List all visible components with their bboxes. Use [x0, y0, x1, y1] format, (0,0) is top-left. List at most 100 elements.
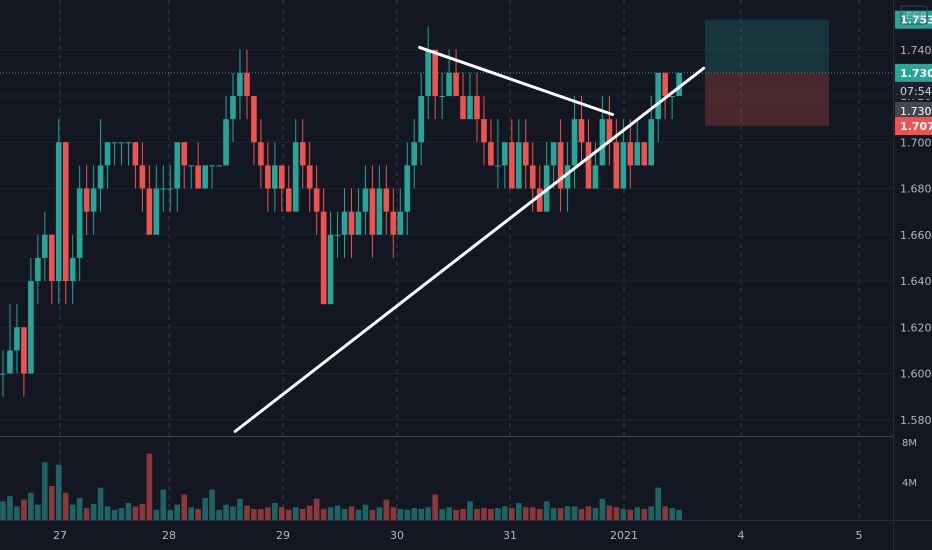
volume-bar — [362, 504, 369, 520]
candle-body — [125, 142, 132, 144]
volume-bar — [7, 496, 13, 520]
candle-body — [467, 96, 473, 120]
candle-body — [376, 188, 383, 235]
candle-body — [564, 165, 571, 189]
candle-body — [181, 142, 188, 166]
stop-price-badge: 1.707 — [900, 120, 932, 133]
volume-bar — [453, 509, 459, 520]
stop-price-badge-bg — [895, 117, 932, 136]
volume-bar — [292, 507, 299, 520]
volume-bar — [620, 508, 627, 520]
volume-bar — [160, 489, 167, 520]
trendline-support[interactable] — [233, 66, 706, 433]
trendlines[interactable] — [233, 45, 706, 433]
candle-body — [132, 142, 139, 166]
volume-bar — [334, 505, 341, 520]
candle-body — [404, 165, 411, 212]
candle-body — [641, 142, 648, 166]
candle-body — [550, 142, 557, 166]
candle-body — [327, 234, 334, 305]
volume-bar — [132, 506, 139, 520]
candle-body — [21, 327, 27, 374]
candle-body — [529, 165, 536, 189]
volume-bar — [258, 508, 264, 520]
volume-bar — [21, 499, 27, 520]
volume-bar — [118, 508, 125, 520]
candle-body — [515, 142, 522, 189]
candle-body — [341, 211, 348, 235]
volume-bar — [397, 508, 404, 520]
volume-bar — [104, 506, 111, 520]
candle-body — [634, 142, 641, 166]
price-tick-label: 1.660 — [900, 229, 932, 242]
volume-bar — [564, 506, 571, 520]
price-tick-label: 1.700 — [900, 136, 932, 149]
volume-bar — [369, 509, 376, 520]
volume-bar — [509, 508, 515, 520]
candle-body — [557, 142, 564, 189]
volume-bar — [251, 508, 257, 520]
candle-body — [42, 234, 48, 258]
volume-bar — [181, 494, 188, 520]
candle-body — [474, 96, 480, 120]
candle-body — [676, 72, 682, 97]
candle-body — [418, 96, 424, 143]
candle-body — [160, 188, 167, 190]
candle-body — [7, 350, 13, 374]
candles — [0, 26, 682, 397]
volume-bar — [62, 492, 69, 520]
target-price-badge: 1.753 — [900, 14, 932, 27]
candle-body — [244, 72, 250, 97]
candle-body — [209, 165, 215, 167]
candle-body — [174, 142, 181, 189]
candle-body — [153, 188, 160, 235]
candle-body — [237, 72, 243, 97]
entry-price-badge: 1.730 — [900, 105, 932, 118]
candle-body — [481, 119, 487, 143]
volume-bar — [139, 503, 146, 520]
volume-bar — [0, 501, 6, 520]
candle-body — [362, 188, 369, 212]
candle-body — [0, 373, 6, 375]
candle-body — [599, 119, 606, 166]
volume-bar — [348, 506, 355, 520]
volume-bar — [439, 508, 445, 520]
volume-bar — [48, 486, 55, 520]
volume-bar — [578, 508, 585, 520]
volume-bar — [418, 508, 424, 520]
candle-body — [313, 188, 320, 212]
candle-body — [62, 142, 69, 282]
price-tick-label: 1.620 — [900, 321, 932, 334]
volume-bar — [202, 497, 208, 520]
volume-bar — [446, 507, 452, 520]
volume-bar — [522, 507, 529, 520]
candle-body — [320, 211, 327, 305]
price-tick-label: 1.680 — [900, 183, 932, 196]
candle-body — [502, 142, 508, 166]
candle-body — [104, 142, 111, 166]
volume-bar — [174, 504, 181, 520]
volume-bar — [376, 507, 383, 520]
volume-bar — [481, 508, 487, 520]
last-price-badge-bg — [895, 63, 932, 82]
volume-bar — [327, 507, 334, 520]
price-tick-label: 1.600 — [900, 368, 932, 381]
candle-body — [279, 165, 285, 189]
candle-body — [292, 142, 299, 212]
trendline-resistance[interactable] — [418, 45, 615, 117]
candle-body — [69, 257, 76, 282]
volume-bar — [111, 509, 118, 520]
volume-bar — [209, 489, 215, 520]
volume-bar — [390, 507, 397, 520]
candle-body — [509, 142, 515, 189]
volume-bar — [244, 505, 250, 520]
volume-bar — [313, 498, 320, 520]
volume-bar — [627, 509, 634, 520]
candle-body — [390, 211, 397, 235]
candle-body — [662, 72, 668, 97]
candle-body — [195, 165, 201, 189]
volume-bar — [265, 507, 271, 520]
position-zone — [705, 19, 829, 127]
